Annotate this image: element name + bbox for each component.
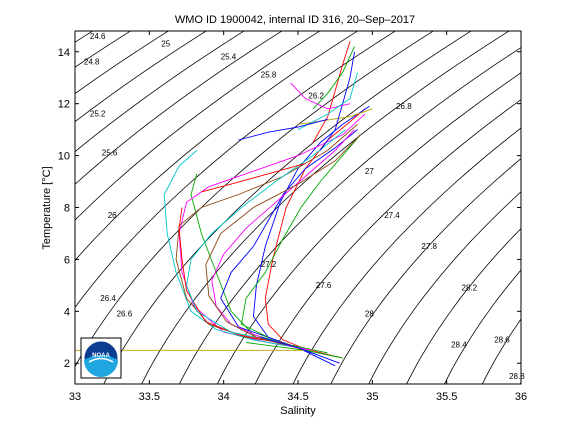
density-contour-label: 26.4 [100,294,116,303]
density-contour-labels: 24.6 24.8 25 25.2 25.4 25.6 25.8 26 26.2 26.426.6… [84,32,525,381]
density-contour-label: 25 [161,40,170,49]
density-contour-line [75,31,207,123]
density-contour-line [141,31,510,384]
density-contour-line [292,127,521,384]
noaa-logo: NOAA [80,337,122,379]
x-tick-label: 34.5 [287,391,308,403]
profile-series-line [297,72,358,130]
profile-series-line [312,46,355,110]
y-tick-label: 2 [64,358,70,370]
x-tick-label: 35 [366,391,378,403]
density-contour-line [406,227,521,384]
y-tick-label: 10 [58,151,70,163]
x-tick-label: 33 [69,391,81,403]
density-contour-label: 24.6 [90,32,106,41]
y-tick-label: 12 [58,99,70,111]
y-tick-label: 4 [64,306,70,318]
density-contour-line [75,31,321,221]
density-contour-label: 28.8 [509,372,525,381]
profile-series-line [260,336,340,364]
density-contour-label: 26.8 [396,102,412,111]
density-contour-label: 28 [365,310,374,319]
y-tick-label: 8 [64,203,70,215]
y-tick-label: 14 [58,47,70,59]
density-contour-label: 28.6 [494,336,510,345]
axes: 33 33.5 34 34.5 35 35.5 36 2 4 6 8 10 12 14 [58,31,527,403]
x-axis-label: Salinity [280,405,316,417]
density-contour-line [444,269,521,384]
profile-series-line [264,108,366,359]
density-contour-label: 26 [108,211,117,220]
profile-series-line [252,105,370,367]
density-contour-label: 25.8 [261,71,277,80]
density-contour-line [481,318,521,384]
density-contour-line [179,47,521,384]
density-contour-label: 27 [365,167,374,176]
density-contour-line [75,31,170,95]
noaa-logo-text: NOAA [92,353,110,359]
profile-series-line [220,129,358,341]
density-contour-label: 27.8 [421,242,437,251]
density-contour-line [254,99,521,384]
profile-series-line [201,162,306,193]
density-contour-label: 25.2 [90,110,106,119]
density-contour-line [75,31,435,368]
x-tick-label: 36 [515,391,527,403]
x-tick-label: 35.5 [436,391,457,403]
density-contour-label: 28.4 [451,341,467,350]
density-contours [75,31,521,384]
density-contour-label: 26.6 [117,310,133,319]
x-tick-label: 34 [218,391,230,403]
profile-series-line [186,129,346,343]
y-axis-label: Temperature [°C] [41,166,53,249]
density-contour-line [75,31,283,185]
density-contour-label: 27.4 [384,211,400,220]
density-contour-line [368,191,521,384]
profile-series-line [312,41,351,143]
density-contour-label: 25.6 [102,149,118,158]
density-contour-line [75,31,397,309]
density-contour-label: 25.4 [221,53,237,62]
profile-series-line [178,207,291,346]
density-contour-line [330,158,521,384]
profile-series-line [297,108,373,125]
profile-series-line [211,129,355,351]
profile-series [75,41,373,367]
profile-series-line [205,134,361,346]
density-contour-label: 24.8 [84,58,100,67]
density-contour-line [75,31,359,262]
y-tick-label: 6 [64,254,70,266]
profile-series-line [238,118,328,141]
profile-series-line [163,150,299,349]
density-contour-line [75,31,245,153]
density-contour-line [103,31,472,384]
density-contour-label: 27.6 [316,281,332,290]
chart-title: WMO ID 1900042, internal ID 316, 20–Sep–… [175,14,415,26]
x-tick-label: 33.5 [139,391,160,403]
density-contour-label: 26.2 [308,92,324,101]
density-contour-label: 28.2 [462,284,478,293]
profile-series-line [240,134,361,338]
